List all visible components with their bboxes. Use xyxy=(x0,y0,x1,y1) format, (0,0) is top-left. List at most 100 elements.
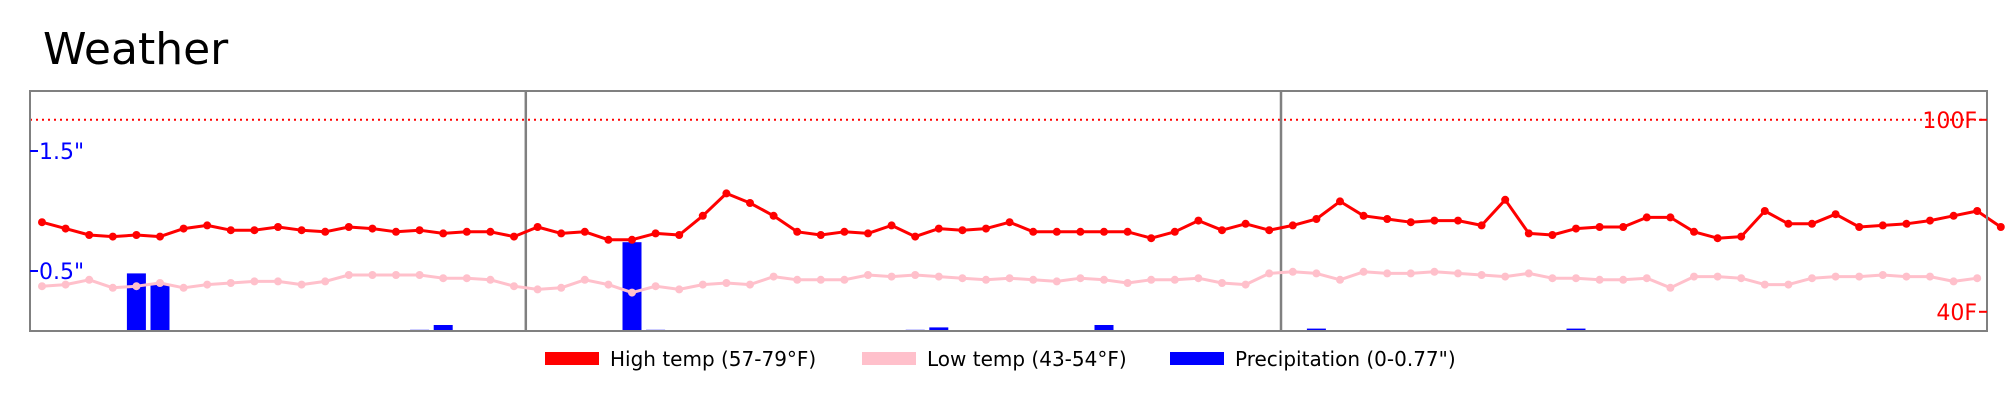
high-temp-point xyxy=(1666,213,1675,222)
high-temp-point xyxy=(1642,213,1651,222)
low-temp-point xyxy=(462,274,471,283)
high-temp-point xyxy=(1194,216,1203,225)
high-temp-point xyxy=(250,226,259,235)
plot-area: 1.5" 0.5" 100F 40F xyxy=(29,90,2005,332)
low-temp-point xyxy=(1878,271,1887,279)
high-temp-point xyxy=(1406,218,1415,227)
low-temp-point xyxy=(722,279,731,287)
high-temp-point xyxy=(226,226,235,235)
high-temp-point xyxy=(1996,223,2005,231)
plot-frame xyxy=(29,90,1988,332)
high-temp-point xyxy=(746,199,754,207)
high-temp-point xyxy=(1218,226,1226,235)
low-temp-point xyxy=(1170,275,1179,284)
high-temp-point xyxy=(1973,207,1982,215)
low-temp-point xyxy=(911,271,920,279)
low-temp-point xyxy=(1218,279,1226,287)
legend-swatch xyxy=(1170,352,1224,365)
low-temp-point xyxy=(1548,274,1557,283)
low-temp-point xyxy=(698,280,707,289)
low-temp-point xyxy=(1713,272,1722,281)
low-temp-point xyxy=(840,275,849,284)
low-temp-point xyxy=(1123,279,1132,287)
low-temp-point xyxy=(274,277,282,286)
low-temp-point xyxy=(982,275,990,284)
low-temp-point xyxy=(1312,269,1321,278)
high-temp-point xyxy=(1902,219,1911,228)
high-temp-point xyxy=(1076,227,1085,236)
high-temp-point xyxy=(179,224,188,233)
high-temp-point xyxy=(1808,219,1816,228)
high-temp-point xyxy=(297,226,306,235)
high-temp-point xyxy=(1855,223,1864,231)
precip-bar xyxy=(1566,328,1586,331)
low-temp-point xyxy=(156,279,164,287)
low-temp-point xyxy=(958,274,967,283)
high-temp-point xyxy=(1595,223,1604,231)
chart-title: Weather xyxy=(43,24,229,75)
high-temp-point xyxy=(1454,216,1462,225)
low-temp-point xyxy=(1760,280,1769,289)
high-temp-point xyxy=(675,231,684,239)
high-temp-point xyxy=(1524,229,1533,238)
high-temp-point xyxy=(557,229,566,238)
high-temp-point xyxy=(462,227,471,236)
high-temp-point xyxy=(698,211,707,220)
high-temp-point xyxy=(982,224,990,233)
low-temp-point xyxy=(1100,275,1108,284)
low-temp-point xyxy=(1501,272,1510,281)
low-temp-point xyxy=(1288,267,1297,276)
low-temp-point xyxy=(392,271,400,279)
high-temp-point xyxy=(439,229,448,238)
low-temp-point xyxy=(179,283,188,292)
low-temp-point xyxy=(934,272,943,281)
low-temp-point xyxy=(1029,275,1038,284)
high-temp-point xyxy=(1359,211,1368,220)
high-temp-point xyxy=(651,229,660,238)
low-temp-point xyxy=(344,271,353,279)
high-temp-point xyxy=(1926,216,1934,225)
precip-bar xyxy=(929,327,949,331)
left-tick-label: 0.5" xyxy=(39,260,84,285)
low-temp-point xyxy=(486,275,495,284)
high-temp-point xyxy=(1265,226,1274,235)
low-temp-point xyxy=(1690,272,1698,281)
low-temp-point xyxy=(1241,280,1250,289)
low-temp-point xyxy=(1855,272,1864,281)
high-temp-point xyxy=(38,218,46,227)
low-temp-point xyxy=(1454,269,1462,278)
high-temp-point xyxy=(1123,227,1132,236)
high-temp-point xyxy=(274,223,282,231)
high-temp-point xyxy=(1312,215,1321,223)
legend-swatch xyxy=(545,352,599,365)
low-temp-point xyxy=(1147,275,1156,284)
high-temp-point xyxy=(1760,207,1769,215)
high-temp-point xyxy=(368,224,377,233)
legend-label: Precipitation (0-0.77") xyxy=(1235,347,1456,371)
low-temp-point xyxy=(1005,274,1014,283)
low-temp-point xyxy=(604,280,613,289)
high-temp-point xyxy=(1690,227,1698,236)
high-temp-point xyxy=(1147,234,1156,243)
low-temp-point xyxy=(580,275,589,284)
low-temp-point xyxy=(746,280,754,289)
high-temp-point xyxy=(61,224,70,233)
low-temp-point xyxy=(816,275,825,284)
low-temp-point xyxy=(557,283,566,292)
low-temp-point xyxy=(1572,274,1580,283)
low-temp-point xyxy=(226,279,235,287)
high-temp-point xyxy=(1430,216,1439,225)
low-temp-point xyxy=(250,277,259,286)
low-temp-point xyxy=(1359,267,1368,276)
low-temp-point xyxy=(1383,269,1392,278)
high-temp-point xyxy=(1737,232,1746,241)
right-tick-label: 100F xyxy=(1922,109,1977,134)
high-temp-point xyxy=(1170,227,1179,236)
low-temp-point xyxy=(1194,274,1203,283)
high-temp-point xyxy=(934,224,943,233)
high-temp-point xyxy=(887,221,896,230)
low-temp-point xyxy=(769,272,778,281)
high-temp-point xyxy=(1784,219,1793,228)
high-temp-point xyxy=(1241,219,1250,228)
